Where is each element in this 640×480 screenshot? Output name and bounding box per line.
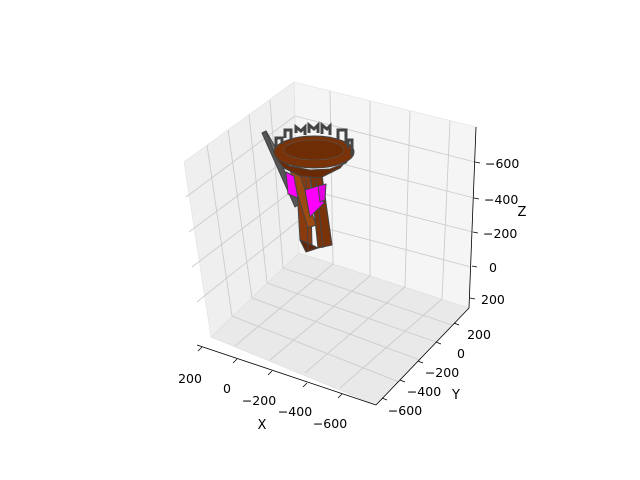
surface-patch-bowl-rim [283,139,345,161]
y-tick-mark [417,360,424,364]
x-tick-mark [197,346,203,352]
surface-patch-cloth [317,183,327,203]
x-axis-line [196,344,377,406]
x-tick-mark [337,393,343,399]
z-tick-mark [471,265,478,268]
grid-line [185,115,296,198]
z-tick-label: −600 [485,156,519,171]
x-tick-labels: 200 0 −200 −400 −600 [178,371,347,431]
x-tick-label: −200 [242,393,276,408]
grid-line [404,110,411,288]
grid-line [304,286,406,374]
grid-line [269,99,284,269]
x-axis-label: X [258,418,267,433]
surface-edge [294,123,307,135]
z-tick-labels: −600 −400 −200 0 200 [481,156,519,307]
surface-edge [283,128,293,140]
grid-line [234,263,334,347]
grid-line [294,115,476,163]
y-tick-label: 0 [457,346,465,361]
grid-line [196,220,299,303]
x-tick-mark [232,358,238,364]
surface-edge [307,121,320,133]
grid-line [269,275,371,361]
z-axis-label: Z [518,205,527,220]
y-tick-label: −400 [407,384,441,399]
z-tick-label: 200 [481,292,505,307]
grid-line [206,144,233,317]
z-tick-label: −400 [484,192,518,207]
x-tick-mark [267,370,273,376]
grid-line [227,129,253,299]
grid-line [248,114,268,284]
grid-line [441,120,451,300]
x-tick-label: 0 [223,381,231,396]
surface-edge [346,138,354,156]
y-tick-mark [453,322,460,326]
grid-line [296,186,474,233]
z-tick-mark [473,197,480,200]
y-tick-label: −200 [425,365,459,380]
z-tick-label: 0 [489,260,497,275]
y-tick-label: 200 [467,327,491,342]
z-tick-mark [474,161,481,164]
x-tick-label: −600 [313,416,347,431]
grid-line [329,90,334,265]
y-axis-line [375,307,470,406]
y-tick-mark [381,397,388,401]
grid-line [339,298,443,389]
x-tick-mark [302,382,308,388]
y-tick-label: −600 [388,403,422,418]
tick-marks [197,161,481,401]
y-tick-mark [399,379,406,383]
z-tick-label: −200 [483,226,517,241]
grid-line [266,282,437,343]
surface-edge [336,128,348,144]
axis-lines [196,126,477,406]
y-tick-labels: −600 −400 −200 0 200 [388,327,491,418]
surface-model [261,121,355,253]
y-tick-mark [435,341,442,345]
surface-edge [274,136,284,147]
surface-edge [320,121,332,135]
grid-line [282,267,453,326]
surface-patch-cloth [285,171,299,199]
grid-line [191,186,298,268]
grid-line [231,315,400,383]
x-tick-label: 200 [178,371,202,386]
y-axis-label: Y [451,388,460,403]
x-tick-label: −400 [278,404,312,419]
z-tick-mark [472,231,479,234]
surface-crown [274,121,354,156]
z-axis-line [468,126,477,309]
z-tick-mark [469,297,476,300]
